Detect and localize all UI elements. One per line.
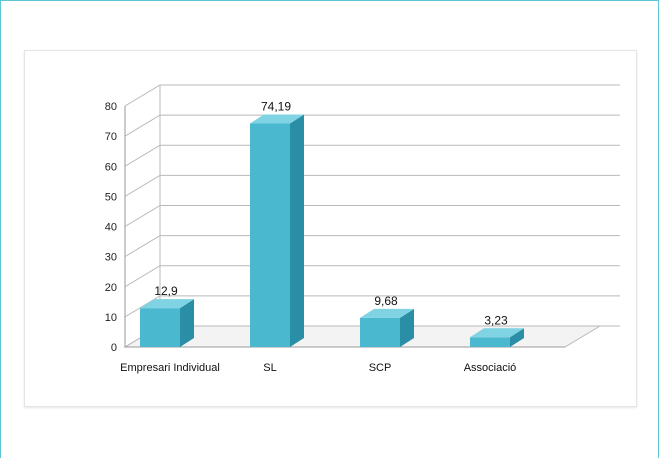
y-tick-label: 80 [105, 101, 117, 113]
gridline [124, 114, 620, 137]
data-label: 12,9 [154, 284, 178, 298]
y-tick-label: 20 [105, 282, 117, 294]
bar-top [250, 114, 304, 124]
bar-top [140, 299, 194, 309]
x-tick-label: Empresari Individual [120, 362, 220, 374]
y-tick-label: 40 [105, 222, 117, 234]
y-tick-label: 60 [105, 161, 117, 173]
y-tick-label: 10 [105, 312, 117, 324]
y-tick-label: 30 [105, 252, 117, 264]
data-label: 74,19 [261, 100, 291, 114]
bar-side [180, 299, 194, 347]
x-tick-label: SL [263, 362, 276, 374]
gridline [124, 235, 620, 258]
bar [250, 123, 290, 347]
bar-side [400, 308, 414, 347]
data-label: 9,68 [374, 294, 398, 308]
data-label: 3,23 [484, 313, 508, 327]
gridline [124, 265, 620, 288]
bar-top [360, 308, 414, 318]
bar-side [510, 328, 524, 347]
y-tick-label: 50 [105, 191, 117, 203]
x-tick-label: SCP [369, 362, 392, 374]
gridline [124, 174, 620, 197]
bar [470, 337, 510, 347]
column-chart: 0 10 20 30 40 50 60 70 80 12,9 Empresari Individua… [105, 84, 620, 374]
y-tick-label: 0 [111, 342, 117, 354]
gridline [124, 144, 620, 167]
y-tick-label: 70 [105, 131, 117, 143]
bar-side [290, 114, 304, 347]
gridline [124, 205, 620, 227]
x-tick-label: Associació [464, 362, 517, 374]
bar [360, 317, 400, 347]
chart-container: 0 10 20 30 40 50 60 70 80 12,9 Empresari Individua… [24, 50, 637, 407]
gridline [124, 84, 620, 107]
bar [140, 308, 180, 347]
bar-top [470, 328, 524, 338]
